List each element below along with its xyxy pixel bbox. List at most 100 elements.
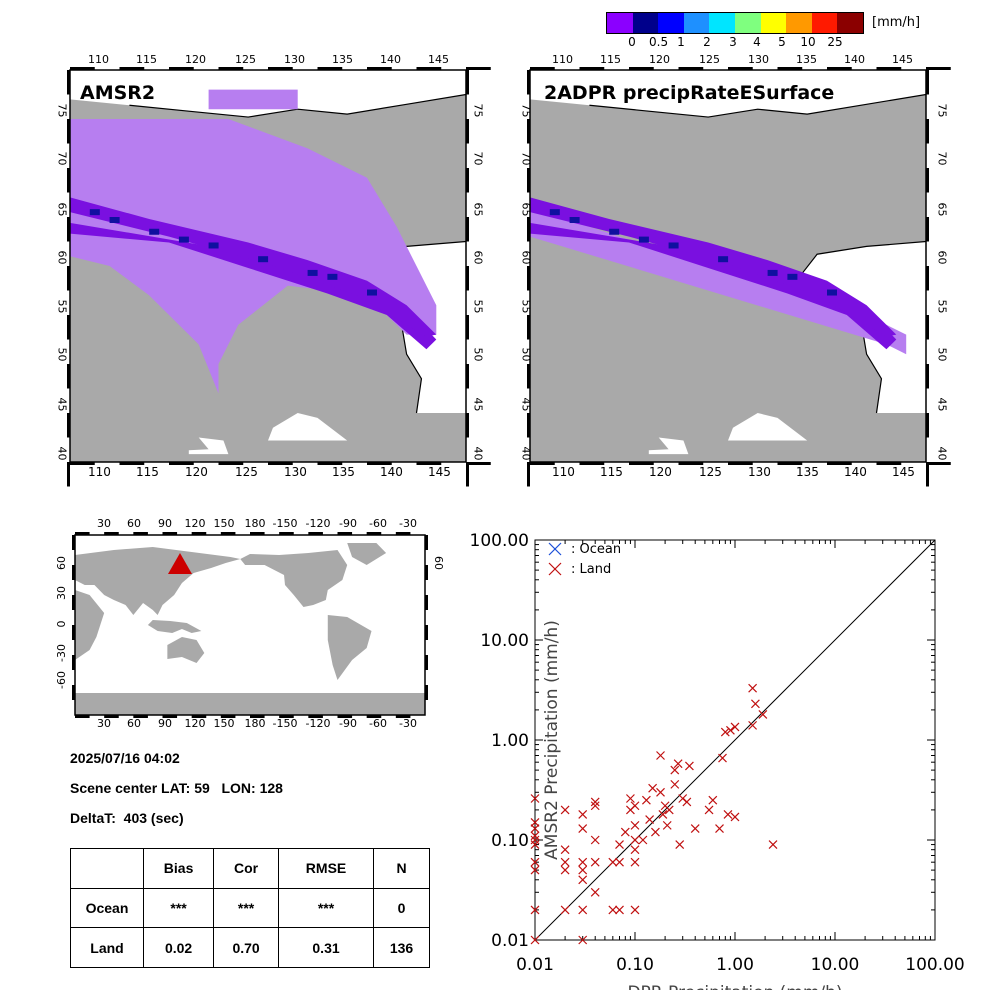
antarctica [75, 693, 425, 715]
stats-cell: 136 [373, 927, 430, 968]
bohai-sea [188, 437, 229, 455]
stats-cell: Land [70, 927, 144, 968]
stats-cell: *** [142, 887, 215, 929]
y-axis-label: AMSR2 Precipitation (mm/h) [542, 620, 562, 860]
lon-tick-label: 115 [136, 53, 157, 66]
data-point [748, 683, 758, 693]
lat-tick-label: 65 [471, 202, 485, 217]
rain-pixel [827, 289, 837, 296]
data-point [560, 857, 570, 867]
frame-tick [466, 70, 469, 95]
scene-location-marker [168, 553, 192, 574]
data-point [684, 761, 694, 771]
frame-tick [527, 364, 530, 389]
greenland [347, 543, 387, 565]
globe-lat-tick: 60 [55, 556, 68, 570]
frame-tick [579, 67, 605, 70]
colorbar-unit: [mm/h] [872, 15, 921, 30]
map-title-dpr: 2ADPR precipRateESurface [544, 82, 835, 104]
south-america [327, 615, 372, 680]
lon-tick-label: 115 [600, 53, 621, 66]
lat-tick-label: 50 [471, 347, 485, 362]
frame-tick [777, 67, 803, 70]
map-title-amsr2: AMSR2 [80, 82, 156, 104]
rain-pixel [569, 217, 580, 223]
lon-tick-label: 130 [284, 53, 305, 66]
data-point [590, 835, 600, 845]
lon-tick-label: 125 [235, 53, 256, 66]
frame-tick [728, 462, 753, 465]
frame-tick [527, 413, 530, 438]
frame-tick [72, 595, 75, 610]
stats-row-land: Land 0.02 0.70 0.31 136 [70, 927, 430, 968]
data-point [645, 815, 655, 825]
frame-tick [466, 462, 469, 487]
data-point [578, 824, 588, 834]
lat-tick-label: 65 [935, 202, 949, 217]
lon-tick-label: 110 [552, 53, 573, 66]
frame-tick [67, 462, 70, 487]
data-point [615, 857, 624, 867]
data-point [608, 857, 618, 867]
lon-tick-label: 145 [892, 53, 913, 66]
frame-tick [466, 462, 491, 465]
globe-lon-tick: 60 [127, 517, 141, 530]
frame-tick [250, 532, 265, 535]
frame-tick [926, 67, 951, 70]
colorbar-swatch [683, 13, 710, 33]
globe-lon-tick: 180 [244, 717, 266, 730]
data-point [578, 865, 588, 875]
data-point [641, 795, 651, 805]
y-tick-label: 10.00 [480, 631, 529, 651]
rain-pixel [327, 273, 338, 280]
frame-tick [70, 462, 95, 465]
stats-cell: *** [213, 887, 279, 929]
x-tick-label: 1.00 [716, 955, 754, 975]
scene-center: Scene center LAT: 59 LON: 128 [70, 780, 283, 796]
colorbar-swatch [811, 13, 838, 33]
colorbar-label: 0 [628, 35, 636, 49]
frame-tick [317, 67, 343, 70]
frame-tick [191, 715, 207, 718]
frame-tick [876, 67, 902, 70]
frame-tick [425, 685, 428, 700]
data-point [682, 797, 692, 807]
frame-tick [728, 67, 753, 70]
rain-pixel [178, 236, 189, 243]
frame-tick [308, 715, 323, 718]
frame-tick [366, 715, 382, 718]
x-tick-label: 0.01 [516, 955, 554, 975]
frame-tick [827, 67, 852, 70]
globe-lon-tick: 180 [244, 517, 266, 530]
frame-tick [67, 168, 70, 193]
data-point [648, 783, 658, 793]
data-point [530, 857, 540, 867]
frame-tick [466, 119, 469, 144]
data-point [750, 699, 760, 709]
frame-tick [119, 462, 145, 465]
frame-tick [367, 462, 392, 465]
frame-tick [466, 168, 469, 193]
data-point [675, 840, 685, 850]
data-point [662, 820, 672, 830]
lon-tick-label: 135 [796, 465, 819, 479]
stats-header-row: Bias Cor RMSE N [70, 848, 430, 889]
one-to-one-line [534, 539, 936, 941]
data-point [758, 710, 768, 719]
frame-tick [416, 67, 442, 70]
frame-tick [72, 535, 75, 550]
frame-tick [416, 462, 442, 465]
data-point [730, 722, 740, 732]
globe-lon-tick: -150 [272, 717, 298, 730]
lat-tick-label: 75 [519, 103, 533, 118]
data-point [725, 725, 735, 735]
globe-lon-tick: -90 [339, 717, 357, 730]
lat-tick-label: 75 [471, 103, 485, 118]
lon-tick-label: 135 [332, 53, 353, 66]
frame-tick [876, 462, 902, 465]
scatter-plot: 0.01 0.10 1.00 10.00 100.00 0.01 0.10 1.00 10.00… [470, 531, 965, 990]
frame-tick [926, 266, 929, 291]
frame-tick [530, 67, 555, 70]
legend-marker [548, 562, 562, 576]
data-point [630, 801, 640, 811]
